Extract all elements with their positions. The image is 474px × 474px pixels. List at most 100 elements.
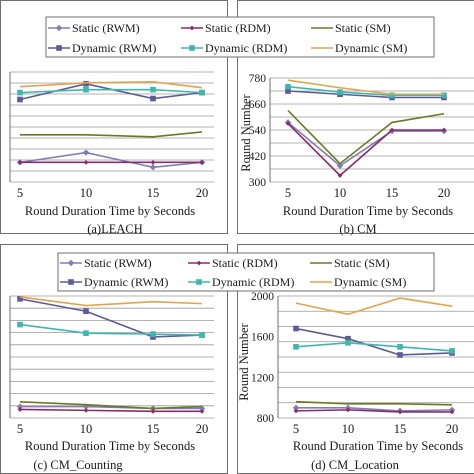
series-line-dynamic-sm [19, 296, 203, 307]
xlabel-d: Round Duration Time by Seconds [293, 439, 463, 453]
data-point-dynamic-rdm [397, 344, 403, 350]
series-dynamic-rdm [17, 86, 205, 96]
data-point-static-rwm [336, 162, 344, 169]
legend-top-label-dynamic-rwm: Dynamic (RWM) [72, 41, 156, 55]
legend-bottom-label-dynamic-rwm: Dynamic (RWM) [84, 275, 168, 289]
x-tick-label: 20 [438, 186, 451, 200]
data-point-static-rdm [345, 407, 351, 413]
ylabel-d: Round Number [237, 322, 251, 400]
data-point-dynamic-rdm [441, 92, 447, 99]
y-tick-label: 540 [249, 125, 267, 137]
series-line-dynamic-sm [287, 79, 444, 96]
panel-b-frame [237, 0, 474, 234]
legend-top: Static (RWM) Static (RDM) Static (SM) Dy… [45, 16, 435, 58]
plots: 5 10 15 20 300 420 540 660 780 5 10 15 20 5 10 15 20 800 1… [9, 71, 474, 436]
legend-marker-static-rdm [196, 260, 202, 266]
series-line-dynamic-rwm [19, 298, 203, 338]
data-point-dynamic-rdm [150, 86, 156, 93]
x-tick-label: 5 [293, 422, 299, 436]
series-line-dynamic-sm [295, 297, 453, 316]
series-dynamic-rdm [285, 83, 447, 99]
data-point-static-rdm [199, 408, 205, 414]
data-point-dynamic-rdm [345, 339, 351, 346]
y-tick-label: 420 [249, 151, 267, 163]
series-line-static-rwm [296, 407, 453, 412]
data-point-dynamic-rwm [345, 335, 351, 342]
data-point-dynamic-rwm [17, 296, 23, 302]
data-point-static-rdm [83, 407, 89, 413]
y-tick-label: 800 [257, 413, 275, 425]
data-point-static-rdm [285, 121, 291, 126]
data-point-static-rwm [16, 403, 24, 410]
series-static-rdm [285, 121, 447, 178]
x-tick-label: 5 [17, 186, 23, 200]
series-line-dynamic-rdm [19, 88, 203, 94]
series-dynamic-rdm [293, 339, 455, 354]
series-dynamic-rdm [17, 321, 205, 338]
series-dynamic-sm [287, 79, 444, 96]
plot-area-d: 800 1200 1600 2000 5 10 15 20 [251, 291, 474, 436]
legend-top-label-dynamic-rdm: Dynamic (RDM) [205, 41, 287, 55]
x-tick-label: 15 [147, 186, 160, 200]
data-point-static-rdm [17, 159, 23, 165]
series-static-sm [20, 131, 203, 138]
legend-bottom-box [57, 252, 435, 292]
series-static-sm [287, 109, 445, 165]
panel-a-frame [0, 0, 228, 234]
data-point-dynamic-rdm [17, 89, 23, 96]
legend-bottom-label-dynamic-rdm: Dynamic (RDM) [212, 275, 294, 289]
data-point-dynamic-rwm [83, 308, 89, 315]
caption-c: (c) CM_Counting [33, 458, 123, 472]
series-static-rdm [293, 407, 455, 415]
series-line-dynamic-sm [19, 81, 203, 89]
data-point-static-rdm [441, 127, 447, 133]
series-line-dynamic-rdm [19, 323, 203, 336]
legend-marker-static-rdm [189, 25, 195, 31]
x-tick-label: 5 [285, 186, 291, 200]
series-dynamic-sm [19, 296, 203, 307]
data-point-dynamic-rdm [389, 92, 395, 99]
legend-marker-dynamic-rwm [68, 279, 74, 285]
xlabel-a: Round Duration Time by Seconds [25, 204, 195, 218]
series-line-dynamic-rwm [287, 90, 444, 99]
series-line-static-rdm [295, 409, 452, 413]
data-point-static-rdm [293, 408, 299, 414]
x-tick-label: 15 [386, 186, 399, 200]
axis-titles: Round Duration Time by Seconds (a)LEACH … [25, 93, 463, 472]
legend-bottom: Static (RWM) Static (RDM) Static (SM) Dy… [57, 252, 435, 292]
series-line-static-sm [295, 400, 453, 406]
data-point-static-rdm [449, 409, 455, 415]
x-tick-label: 10 [80, 186, 93, 200]
series-dynamic-sm [19, 81, 203, 89]
x-tick-label: 20 [196, 422, 209, 436]
plot-area-a: 5 10 15 20 [9, 71, 214, 200]
data-point-static-rdm [17, 407, 23, 412]
series-line-dynamic-rdm [295, 341, 453, 352]
series-line-static-rwm [20, 405, 202, 410]
data-point-dynamic-rwm [17, 96, 23, 103]
xlabel-c: Round Duration Time by Seconds [25, 439, 195, 453]
data-point-dynamic-rdm [337, 89, 343, 95]
legend-top-box [45, 16, 435, 58]
ylabel-b: Round Number [239, 93, 253, 171]
series-static-rdm [17, 159, 205, 165]
data-point-static-rwm [292, 404, 300, 412]
series-line-static-sm [287, 109, 445, 165]
series-line-static-rdm [19, 408, 202, 413]
data-point-dynamic-rwm [285, 88, 291, 94]
x-tick-label: 10 [342, 422, 355, 436]
series-line-static-rwm [287, 121, 444, 167]
plot-area-c: 5 10 15 20 [9, 295, 214, 436]
legend-marker-dynamic-rwm [56, 45, 62, 51]
series-line-static-sm [19, 400, 203, 410]
data-point-static-rdm [150, 159, 156, 165]
series-line-dynamic-rwm [295, 327, 453, 356]
x-tick-label: 20 [446, 422, 459, 436]
data-point-dynamic-rdm [83, 330, 89, 336]
caption-b: (b) CM [339, 222, 376, 236]
data-point-dynamic-rwm [150, 334, 156, 340]
data-point-static-rdm [337, 173, 343, 178]
legend-marker-dynamic-rdm [189, 45, 195, 51]
legend-marker-static-rwm [55, 24, 63, 32]
